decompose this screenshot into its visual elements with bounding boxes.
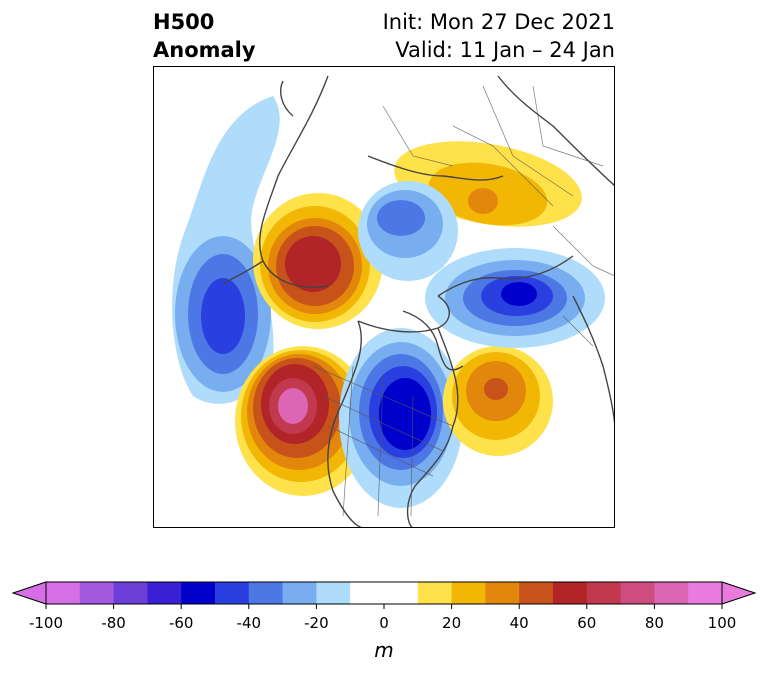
colorbar-tick-label: -40 (237, 614, 262, 632)
colorbar-tick-label: 20 (442, 614, 461, 632)
colorbar-bin (147, 582, 182, 604)
colorbar-bin (181, 582, 216, 604)
colorbar: -100 -80 -60 -40 -20 0 20 40 60 80 100 m (11, 581, 757, 662)
colorbar-extend-low (11, 581, 47, 605)
colorbar-tick-label: 0 (379, 614, 389, 632)
colorbar-bin (46, 582, 81, 604)
colorbar-bin (417, 582, 453, 604)
anomaly-north-pacific (172, 96, 280, 404)
colorbar-bin (282, 582, 317, 604)
colorbar-bin (215, 582, 250, 604)
chart-title-right: Init: Mon 27 Dec 2021 Valid: 11 Jan – 24… (383, 8, 615, 64)
colorbar-bin (350, 582, 419, 604)
colorbar-ticks: -100 -80 -60 -40 -20 0 20 40 60 80 100 (29, 604, 736, 632)
anomaly-map (153, 66, 615, 528)
colorbar-bin (586, 582, 622, 604)
colorbar-bin (519, 582, 554, 604)
colorbar-unit-label: m (374, 638, 393, 662)
chart-title-left: H500 Anomaly (153, 8, 256, 64)
colorbar-bin (654, 582, 689, 604)
colorbar-tick-label: -80 (101, 614, 126, 632)
colorbar-tick-label: 80 (645, 614, 664, 632)
colorbar-bin (316, 582, 351, 604)
political-borders (312, 85, 615, 517)
anomaly-alaska (253, 193, 383, 329)
colorbar-tick-label: -60 (169, 614, 194, 632)
colorbar-bins (46, 582, 723, 604)
colorbar-bin (553, 582, 588, 604)
map-border (153, 66, 615, 528)
title-init-date: Init: Mon 27 Dec 2021 (382, 10, 615, 34)
coastlines (222, 75, 615, 528)
colorbar-bin (248, 582, 284, 604)
colorbar-bin (113, 582, 148, 604)
anomaly-western-us (235, 346, 371, 496)
title-valid-range: Valid: 11 Jan – 24 Jan (395, 38, 615, 62)
colorbar-tick-label: -100 (29, 614, 63, 632)
colorbar-bin (485, 582, 520, 604)
title-variable: H500 (153, 10, 215, 34)
colorbar-bin (688, 582, 723, 604)
title-anomaly: Anomaly (153, 38, 256, 62)
colorbar-extend-high (721, 581, 757, 605)
anomaly-north-europe (425, 248, 605, 348)
anomaly-eastern-canada-us (339, 328, 463, 508)
colorbar-bin (451, 582, 486, 604)
colorbar-bin (79, 582, 115, 604)
colorbar-tick-label: -20 (304, 614, 329, 632)
anomaly-north-atlantic (443, 346, 553, 456)
anomaly-arctic (358, 181, 458, 281)
colorbar-tick-label: 60 (577, 614, 596, 632)
colorbar-bin (620, 582, 655, 604)
colorbar-tick-label: 100 (708, 614, 737, 632)
colorbar-tick-label: 40 (510, 614, 529, 632)
